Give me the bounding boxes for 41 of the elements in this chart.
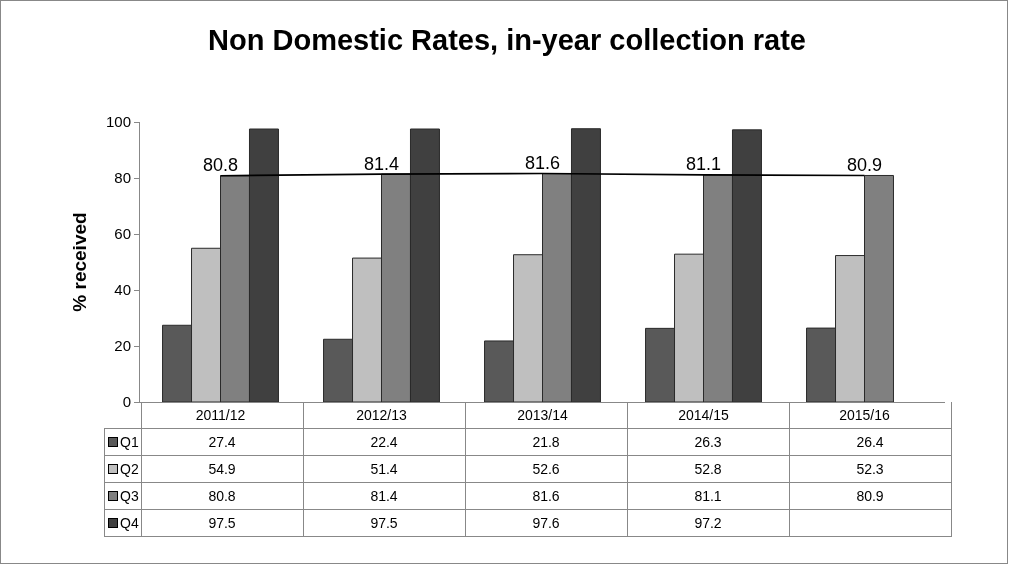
legend-label: Q1 <box>120 434 139 450</box>
legend-label: Q3 <box>120 488 139 504</box>
data-label: 26.4 <box>789 428 951 456</box>
data-label: 80.8 <box>202 155 239 176</box>
data-label: 51.4 <box>303 455 465 483</box>
data-label: 27.4 <box>141 428 303 456</box>
y-tick-label: 100 <box>105 113 131 131</box>
legend-label: Q4 <box>120 515 139 531</box>
y-tick-label: 60 <box>114 225 131 243</box>
x-tick-label: 2011/12 <box>195 406 246 423</box>
y-tick-label: 20 <box>114 337 131 355</box>
data-label: 81.1 <box>627 482 789 510</box>
data-label: 21.8 <box>465 428 627 456</box>
data-label: 97.2 <box>627 509 789 537</box>
data-label: 97.5 <box>303 509 465 537</box>
chart-title: Non Domestic Rates, in-year collection rate <box>208 23 806 56</box>
data-label: 54.9 <box>141 455 303 483</box>
data-label: 97.6 <box>465 509 627 537</box>
data-label: 81.6 <box>524 153 561 174</box>
data-label: 52.8 <box>627 455 789 483</box>
legend-label: Q2 <box>120 461 139 477</box>
data-label: 81.4 <box>303 482 465 510</box>
x-tick-label: 2014/15 <box>678 406 730 423</box>
data-label: 52.6 <box>465 455 627 483</box>
x-tick-label: 2012/13 <box>356 406 408 423</box>
data-label: 81.6 <box>465 482 627 510</box>
x-tick-label: 2013/14 <box>517 406 569 423</box>
data-label: 97.5 <box>141 509 303 537</box>
x-tick-label: 2015/16 <box>839 406 891 423</box>
data-label: 81.4 <box>363 153 400 174</box>
data-label: 80.9 <box>846 154 883 175</box>
data-label: 22.4 <box>303 428 465 456</box>
y-tick-label: 0 <box>122 393 131 411</box>
y-tick-label: 40 <box>114 281 131 299</box>
data-label: 80.9 <box>789 482 951 510</box>
data-label: 26.3 <box>627 428 789 456</box>
data-label: 81.1 <box>685 154 722 175</box>
y-axis-title: % received <box>68 212 90 312</box>
y-tick-label: 80 <box>114 169 131 187</box>
data-label: 80.8 <box>141 482 303 510</box>
data-label: 52.3 <box>789 455 951 483</box>
